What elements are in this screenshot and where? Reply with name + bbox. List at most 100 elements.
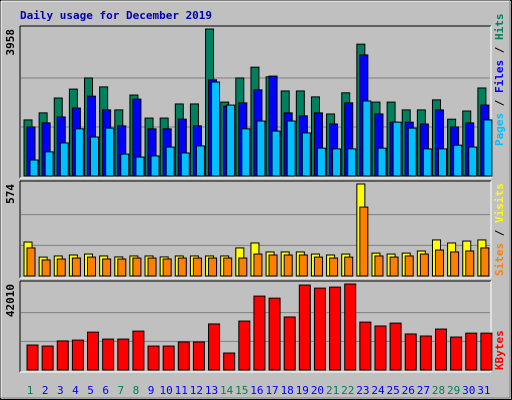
bar xyxy=(377,147,387,177)
bar xyxy=(347,148,357,177)
bar xyxy=(298,284,311,371)
bar xyxy=(90,136,100,177)
bar xyxy=(29,159,39,177)
x-tick-label: 25 xyxy=(386,384,399,397)
bar xyxy=(147,257,157,277)
bar xyxy=(195,145,205,177)
bar xyxy=(437,148,447,177)
legend-entry: KBytes xyxy=(493,330,506,370)
bar xyxy=(165,146,175,177)
bar xyxy=(362,100,372,177)
x-tick-label: 26 xyxy=(402,384,415,397)
x-tick-label: 13 xyxy=(205,384,218,397)
bar xyxy=(241,128,251,177)
x-tick-label: 12 xyxy=(190,384,203,397)
bar xyxy=(26,344,39,371)
x-tick-label: 16 xyxy=(250,384,263,397)
y-tick-label: 574 xyxy=(4,184,17,204)
x-tick-label: 11 xyxy=(175,384,188,397)
x-tick-label: 21 xyxy=(326,384,339,397)
x-tick-label: 27 xyxy=(417,384,430,397)
x-tick-label: 10 xyxy=(160,384,173,397)
bar xyxy=(87,331,100,371)
bar xyxy=(483,119,493,177)
x-tick-label: 3 xyxy=(57,384,64,397)
x-tick-label: 8 xyxy=(133,384,140,397)
bar xyxy=(192,257,202,277)
bar xyxy=(268,297,281,371)
bar xyxy=(404,255,414,277)
x-tick-label: 4 xyxy=(72,384,79,397)
x-tick-label: 19 xyxy=(296,384,309,397)
bar xyxy=(162,345,175,371)
bar xyxy=(283,254,293,277)
bar xyxy=(117,258,127,277)
bar xyxy=(434,249,444,277)
bar xyxy=(56,258,66,277)
bar xyxy=(392,121,402,177)
bar xyxy=(253,253,263,277)
x-tick-label: 23 xyxy=(356,384,369,397)
bar xyxy=(434,328,447,371)
bar xyxy=(226,104,236,177)
bar xyxy=(422,148,432,177)
bar xyxy=(374,255,384,277)
x-tick-label: 2 xyxy=(42,384,49,397)
bar xyxy=(359,321,372,371)
bar xyxy=(102,258,112,277)
y-tick-label: 42010 xyxy=(4,284,17,317)
bar xyxy=(480,247,490,277)
bar xyxy=(313,287,326,371)
x-tick-label: 1 xyxy=(27,384,34,397)
bar xyxy=(329,257,339,277)
bar xyxy=(407,127,417,177)
bar xyxy=(71,257,81,277)
bar xyxy=(44,151,54,177)
bar xyxy=(271,130,281,177)
bar xyxy=(135,156,145,177)
bar xyxy=(404,333,417,371)
bar xyxy=(150,155,160,177)
bar xyxy=(26,247,36,277)
bar xyxy=(177,257,187,277)
bar xyxy=(132,330,145,371)
bar xyxy=(313,256,323,277)
x-tick-label: 15 xyxy=(235,384,248,397)
bar xyxy=(56,340,69,371)
legend-entry: Files xyxy=(493,60,506,93)
legend-entry: Hits xyxy=(493,14,506,41)
legend-separator: / xyxy=(493,40,506,60)
bar xyxy=(208,323,221,371)
bar xyxy=(419,253,429,277)
bar xyxy=(238,257,248,277)
bar xyxy=(389,256,399,277)
bar xyxy=(71,339,84,371)
bar xyxy=(256,120,266,177)
bar xyxy=(344,283,357,371)
bar xyxy=(162,258,172,277)
bar xyxy=(316,147,326,177)
x-tick-label: 18 xyxy=(281,384,294,397)
bar xyxy=(344,256,354,277)
bar xyxy=(177,341,190,371)
x-tick-label: 6 xyxy=(102,384,109,397)
x-tick-label: 30 xyxy=(462,384,475,397)
legend: Sites / Visits xyxy=(493,183,506,276)
bar xyxy=(480,332,493,371)
bar xyxy=(74,128,84,177)
bar xyxy=(268,254,278,277)
bar xyxy=(450,336,463,371)
bar xyxy=(120,153,130,177)
x-tick-label: 7 xyxy=(117,384,124,397)
bar xyxy=(41,259,51,277)
y-tick-label: 3958 xyxy=(4,29,17,56)
bar xyxy=(180,152,190,177)
legend-separator: / xyxy=(493,93,506,113)
bar xyxy=(465,250,475,277)
x-tick-label: 5 xyxy=(87,384,94,397)
bar xyxy=(298,254,308,277)
bar xyxy=(223,257,233,277)
x-tick-label: 22 xyxy=(341,384,354,397)
bar xyxy=(419,335,432,371)
